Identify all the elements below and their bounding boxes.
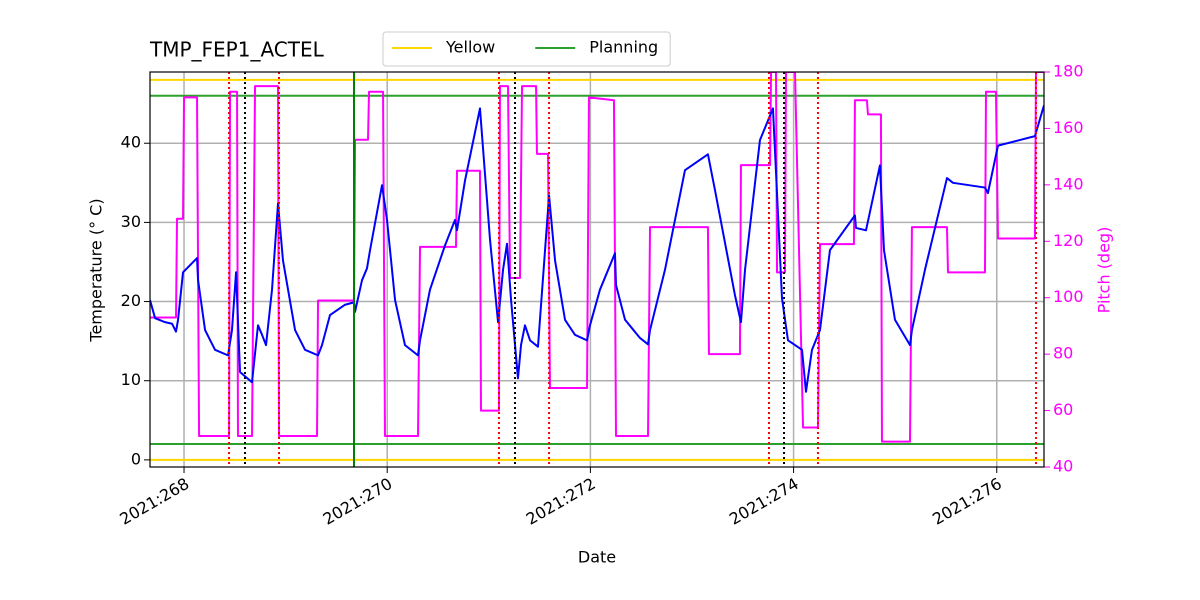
y-tick-label: 30 bbox=[121, 212, 141, 231]
y2-tick-label: 60 bbox=[1053, 400, 1073, 419]
plot-area bbox=[150, 72, 1044, 467]
y2-tick-label: 180 bbox=[1053, 62, 1084, 81]
legend: Yellow Planning bbox=[382, 31, 671, 67]
y2-tick-label: 40 bbox=[1053, 457, 1073, 476]
x-tick-label: 2021:270 bbox=[320, 474, 396, 529]
y-tick-label: 20 bbox=[121, 291, 141, 310]
y2-tick-label: 160 bbox=[1053, 118, 1084, 137]
series-line bbox=[150, 72, 1044, 443]
x-tick-label: 2021:276 bbox=[929, 474, 1005, 529]
y2-tick-label: 100 bbox=[1053, 287, 1084, 306]
y2-tick-label: 80 bbox=[1053, 344, 1073, 363]
series-line bbox=[150, 104, 1044, 393]
y-tick-label: 10 bbox=[121, 370, 141, 389]
x-tick-label: 2021:272 bbox=[523, 474, 599, 529]
y2-axis-label: Pitch (deg) bbox=[1095, 227, 1114, 314]
axes: 2021:268 2021:270 2021:272 2021:274 2021:276… bbox=[116, 62, 1083, 529]
y2-tick-label: 120 bbox=[1053, 231, 1084, 250]
legend-label: Yellow bbox=[445, 38, 495, 57]
legend-label: Planning bbox=[589, 38, 658, 57]
y-tick-label: 40 bbox=[121, 133, 141, 152]
y-tick-label: 0 bbox=[131, 449, 141, 468]
chart-title: TMP_FEP1_ACTEL bbox=[149, 38, 325, 62]
y2-tick-label: 140 bbox=[1053, 174, 1084, 193]
plot-frame bbox=[149, 71, 1045, 468]
x-tick-label: 2021:274 bbox=[726, 474, 802, 529]
x-axis-label: Date bbox=[578, 548, 616, 567]
y-axis-label: Temperature (° C) bbox=[87, 198, 106, 342]
x-tick-label: 2021:268 bbox=[116, 474, 192, 529]
legend-box bbox=[382, 31, 671, 67]
